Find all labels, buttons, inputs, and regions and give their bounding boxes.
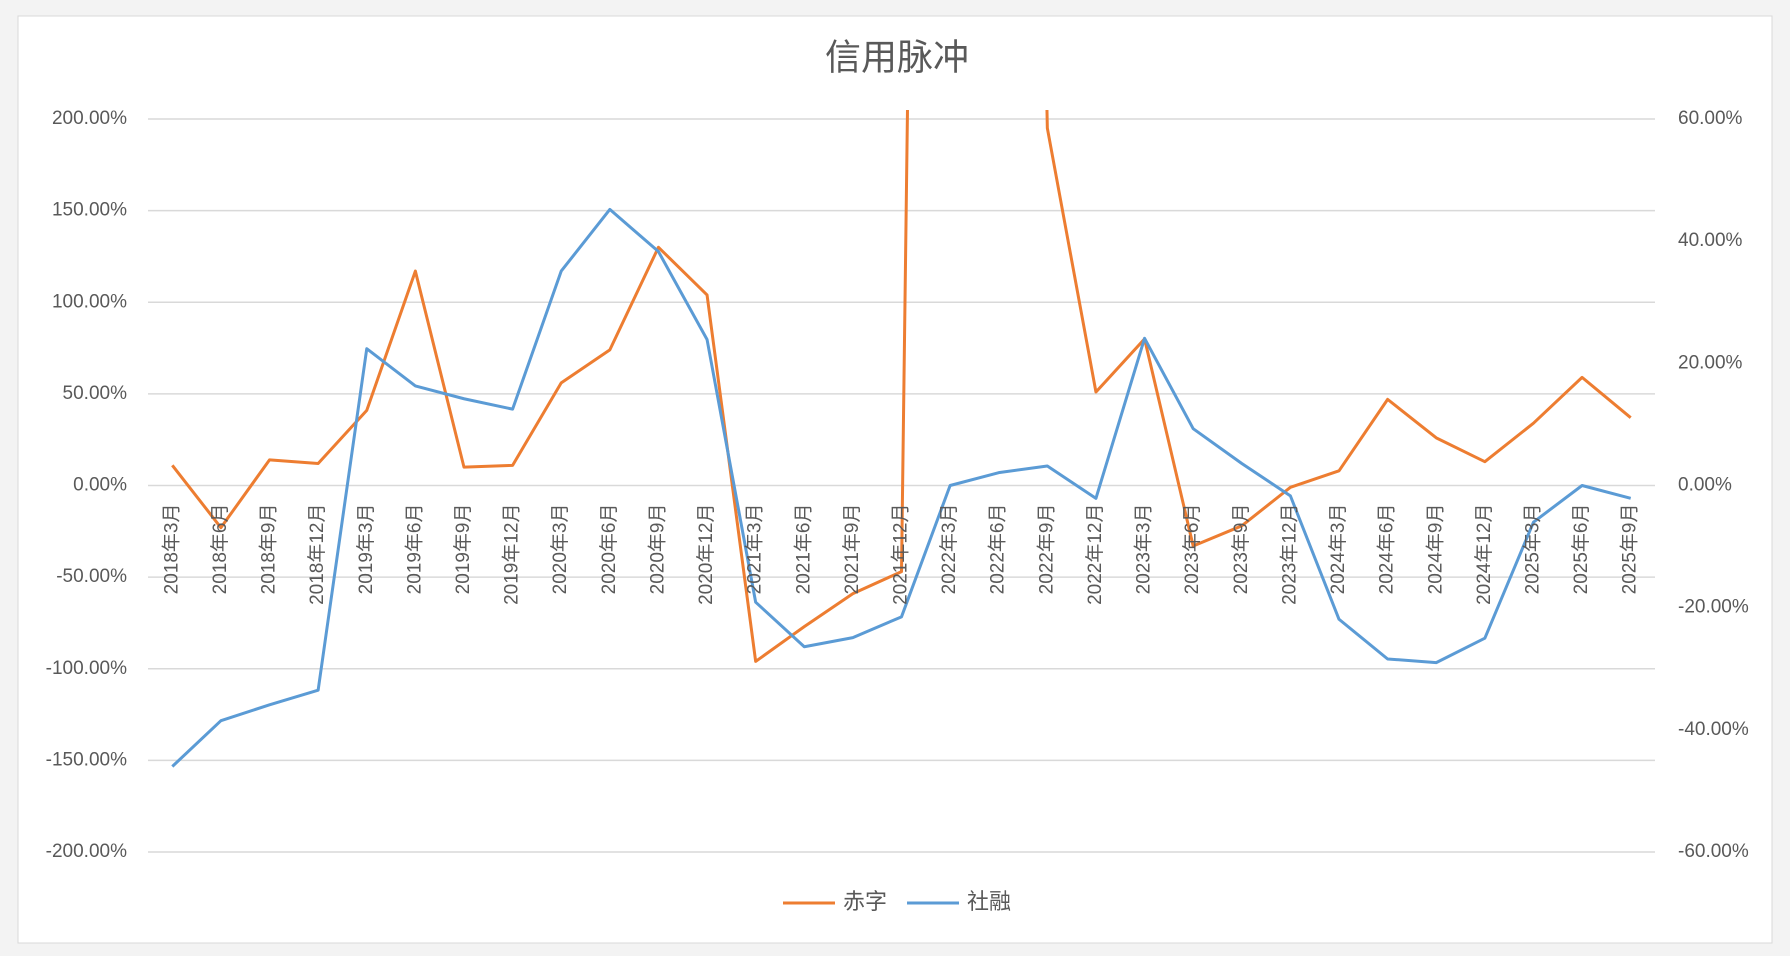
y-tick-label: 100.00% (52, 291, 127, 312)
x-tick-label: 2022年6月 (987, 504, 1009, 595)
x-tick-label: 2019年3月 (355, 504, 377, 595)
x-tick-label: 2018年3月 (160, 504, 182, 595)
y2-tick-label: -20.00% (1678, 597, 1749, 618)
x-tick-label: 2022年9月 (1035, 504, 1057, 595)
x-tick-label: 2023年12月 (1278, 504, 1300, 605)
x-tick-label: 2020年6月 (598, 504, 620, 595)
y2-tick-label: 0.00% (1678, 475, 1732, 496)
x-tick-label: 2019年12月 (501, 504, 523, 605)
x-tick-label: 2021年9月 (841, 504, 863, 595)
legend-label: 赤字 (843, 889, 887, 914)
y2-tick-label: -40.00% (1678, 719, 1749, 740)
x-tick-label: 2022年12月 (1084, 504, 1106, 605)
x-tick-label: 2018年6月 (209, 504, 231, 595)
y-tick-label: 50.00% (63, 383, 128, 404)
x-tick-label: 2024年9月 (1424, 504, 1446, 595)
y2-tick-label: 20.00% (1678, 352, 1743, 373)
x-tick-label: 2024年12月 (1473, 504, 1495, 605)
x-tick-label: 2025年6月 (1570, 504, 1592, 595)
x-tick-label: 2019年9月 (452, 504, 474, 595)
x-tick-label: 2024年3月 (1327, 504, 1349, 595)
plot (171, 110, 1632, 768)
y2-tick-label: 60.00% (1678, 108, 1743, 129)
x-tick-label: 2025年9月 (1619, 504, 1641, 595)
y-tick-label: -200.00% (46, 841, 127, 862)
y2-tick-label: -60.00% (1678, 841, 1749, 862)
series-line (171, 110, 1632, 663)
y2-tick-label: 40.00% (1678, 230, 1743, 251)
x-tick-label: 2025年3月 (1521, 504, 1543, 595)
grid (148, 118, 1655, 853)
x-tick-label: 2022年3月 (938, 504, 960, 595)
y-tick-label: -50.00% (56, 566, 127, 587)
chart-title: 信用脉冲 (825, 37, 969, 78)
y-tick-label: 150.00% (52, 200, 127, 221)
x-tick-label: 2024年6月 (1376, 504, 1398, 595)
x-tick-label: 2020年9月 (646, 504, 668, 595)
series-line (171, 207, 1632, 768)
x-tick-label: 2018年12月 (306, 504, 328, 605)
x-tick-label: 2018年9月 (258, 504, 280, 595)
x-tick-label: 2023年9月 (1230, 504, 1252, 595)
chart-area (17, 15, 1773, 944)
labels: -200.00% -150.00% -100.00% -50.00% 0.00% 50.0… (46, 108, 1749, 914)
x-tick-label: 2019年6月 (403, 504, 425, 595)
x-tick-label: 2020年3月 (549, 504, 571, 595)
legend-label: 社融 (967, 889, 1011, 914)
x-tick-label: 2020年12月 (695, 504, 717, 605)
x-tick-label: 2021年6月 (792, 504, 814, 595)
x-tick-label: 2023年3月 (1133, 504, 1155, 595)
y-tick-label: 0.00% (73, 475, 127, 496)
y-tick-label: -150.00% (46, 749, 127, 770)
x-tick-label: 2021年12月 (890, 504, 912, 605)
x-tick-label: 2021年3月 (744, 504, 766, 595)
x-tick-label: 2023年6月 (1181, 504, 1203, 595)
y-tick-label: -100.00% (46, 658, 127, 679)
y-tick-label: 200.00% (52, 108, 127, 129)
